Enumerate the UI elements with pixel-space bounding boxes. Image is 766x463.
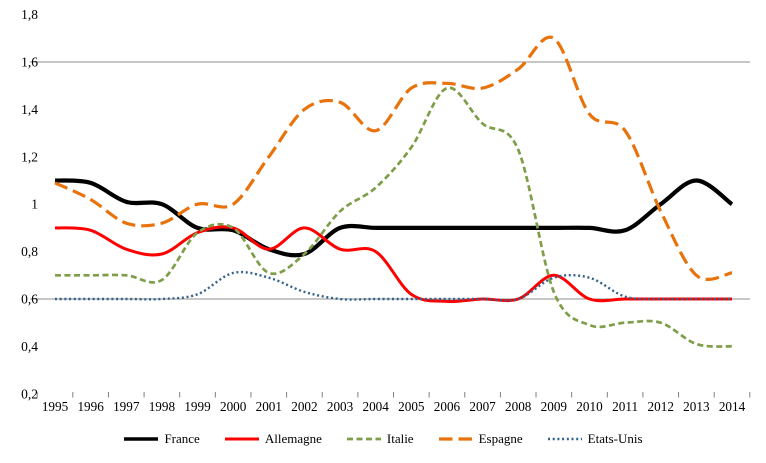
x-axis-tick-label: 1995 bbox=[42, 399, 69, 414]
x-axis-tick-label: 2013 bbox=[683, 399, 710, 414]
x-axis-tick-label: 2005 bbox=[398, 399, 425, 414]
legend: France Allemagne Italie Espagne Etats-Unis bbox=[0, 427, 766, 451]
x-axis-tick-label: 2012 bbox=[648, 399, 674, 414]
y-axis-tick-label: 0,6 bbox=[21, 292, 38, 307]
series-line-espagne bbox=[54, 35, 733, 281]
x-axis-tick-label: 2003 bbox=[327, 399, 354, 414]
series-line-etats-unis bbox=[55, 270, 732, 302]
series-lines bbox=[54, 35, 734, 348]
y-axis-tick-label: 0,2 bbox=[21, 386, 38, 401]
x-axis-tick-label: 1998 bbox=[149, 399, 176, 414]
legend-line-swatch bbox=[346, 437, 381, 441]
y-axis-tick-label: 1,8 bbox=[21, 7, 38, 22]
legend-item-allemagne: Allemagne bbox=[224, 431, 322, 447]
y-axis-tick-label: 1,6 bbox=[21, 55, 38, 70]
x-axis-tick-label: 2007 bbox=[469, 399, 496, 414]
x-axis-tick-label: 2011 bbox=[612, 399, 638, 414]
y-axis-tick-label: 1,4 bbox=[21, 102, 38, 117]
x-axis-tick-label: 2001 bbox=[256, 399, 282, 414]
y-axis-tick-label: 1,2 bbox=[21, 149, 38, 164]
legend-label: France bbox=[164, 431, 200, 446]
series-line-france bbox=[54, 178, 734, 258]
legend-item-italie: Italie bbox=[346, 431, 414, 447]
x-axis-tick-label: 2004 bbox=[362, 399, 389, 414]
legend-line-swatch bbox=[438, 437, 473, 441]
legend-item-espagne: Espagne bbox=[438, 431, 523, 447]
legend-label: Etats-Unis bbox=[587, 431, 643, 446]
y-axis-tick-label: 1 bbox=[31, 197, 38, 212]
x-axis-tick-label: 1997 bbox=[113, 399, 140, 414]
legend-item-france: France bbox=[123, 431, 200, 447]
x-axis-labels: 1995 1996 1997 1998 1999 2000 2001 2002 2003 2004… bbox=[42, 399, 746, 414]
legend-label: Italie bbox=[386, 431, 414, 446]
y-axis-labels: 1,8 1,6 1,4 1,2 1 0,8 0,6 0,4 0,2 bbox=[21, 7, 38, 401]
x-axis-tick-label: 1999 bbox=[184, 399, 211, 414]
y-axis-tick-label: 0,8 bbox=[21, 244, 38, 259]
x-axis-tick-label: 2000 bbox=[220, 399, 247, 414]
x-axis-tick-label: 2009 bbox=[541, 399, 568, 414]
x-axis-tick-label: 2002 bbox=[291, 399, 317, 414]
x-axis-tick-label: 2010 bbox=[576, 399, 603, 414]
x-axis-tick-label: 2006 bbox=[434, 399, 461, 414]
gridlines bbox=[30, 61, 750, 300]
x-axis-tick-label: 2008 bbox=[505, 399, 532, 414]
legend-line-swatch bbox=[547, 437, 582, 441]
legend-line-swatch bbox=[224, 437, 259, 441]
y-axis-tick-label: 0,4 bbox=[21, 339, 38, 354]
legend-label: Espagne bbox=[478, 431, 523, 446]
x-axis-tick-label: 1996 bbox=[77, 399, 104, 414]
series-line-allemagne bbox=[54, 225, 732, 304]
x-axis-ticks bbox=[36, 392, 751, 398]
legend-item-etats-unis: Etats-Unis bbox=[547, 431, 643, 447]
legend-label: Allemagne bbox=[264, 431, 322, 446]
series-line-italie bbox=[55, 86, 733, 348]
legend-line-swatch bbox=[124, 437, 159, 441]
x-axis-tick-label: 2014 bbox=[719, 399, 746, 414]
